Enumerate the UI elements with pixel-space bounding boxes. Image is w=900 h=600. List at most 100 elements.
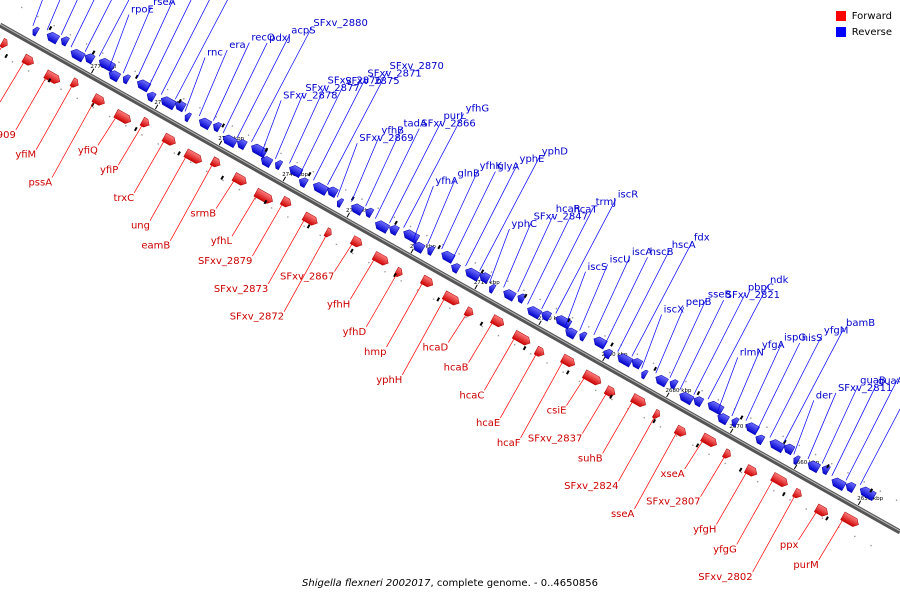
- gene-sfxv-2811-label: SFxv_2811: [838, 383, 892, 394]
- track-dot: [490, 271, 493, 273]
- gene-yfgm-arrow: [769, 439, 786, 454]
- gene-suhb-arrow: [630, 393, 646, 408]
- tick-label: 2710 kbp: [474, 280, 500, 286]
- feature-mark: [306, 224, 311, 229]
- gene-sfxv-2872-label: SFxv_2872: [230, 312, 284, 323]
- tick-label: 2700 kbp: [538, 316, 564, 322]
- track-dot: [675, 435, 678, 437]
- gene-yfgh-arrow: [743, 464, 758, 477]
- track-dot: [312, 170, 315, 173]
- track-dot: [85, 43, 88, 45]
- leader-line: [798, 511, 817, 541]
- leader-line: [267, 219, 305, 285]
- track-dot: [400, 280, 403, 282]
- gene-hcaf-arrow: [560, 353, 576, 368]
- leader-line: [503, 221, 532, 288]
- track-dot: [377, 207, 379, 209]
- track-dot: [425, 234, 428, 237]
- gene-hcat-arrow: [527, 306, 543, 320]
- leader-line: [517, 213, 555, 293]
- gene-iscu-arrow: [579, 331, 588, 342]
- leader-line: [807, 392, 837, 460]
- track-dot: [125, 124, 127, 127]
- track-dot: [611, 398, 613, 401]
- gene-pssa-arrow: [91, 93, 105, 106]
- gene-sfxv-2821-arrow: [679, 391, 695, 406]
- track-dot: [546, 362, 548, 364]
- gene-sfxv-2802-arrow: [792, 487, 802, 499]
- gene-ispg-label: ispG: [784, 333, 806, 344]
- leader-line: [582, 393, 607, 434]
- tick-label: 2680 kbp: [666, 388, 692, 394]
- gene-pbpc-arrow: [693, 396, 705, 408]
- leader-line: [631, 242, 693, 357]
- gene-sfxv-2837-label: SFxv_2837: [528, 434, 582, 445]
- leader-line: [745, 342, 783, 421]
- leader-line: [169, 164, 213, 241]
- track-dot: [539, 298, 541, 301]
- gene-era-label: era: [229, 40, 245, 51]
- gene-glya-label: glyA: [497, 162, 519, 173]
- leader-line: [655, 307, 685, 374]
- gene-lepa-arrow: [160, 96, 177, 111]
- gene-ung-label: ung: [131, 221, 150, 232]
- feature-mark: [4, 53, 9, 59]
- leader-line: [175, 0, 228, 100]
- feature-mark: [177, 151, 181, 156]
- gene-sfxv-2873-label: SFxv_2873: [214, 284, 268, 295]
- track-dot: [652, 362, 655, 365]
- gene-ssea-label: sseA: [611, 509, 635, 520]
- feature-mark: [782, 439, 787, 445]
- gene-yfha-arrow: [413, 241, 426, 254]
- gene-iscx-arrow: [641, 369, 649, 380]
- leader-line: [60, 0, 78, 35]
- gene-bamb-label: bamB: [846, 318, 875, 329]
- leader-line: [46, 0, 61, 31]
- gene-isca-arrow: [593, 336, 608, 350]
- track-dot: [409, 225, 412, 228]
- reverse-swatch: [835, 27, 846, 37]
- tick-label: 2670 kbp: [729, 424, 755, 430]
- gene-yfhk-label: yfhK: [480, 161, 503, 172]
- gene-rsec-label: rseC: [193, 0, 215, 1]
- legend-forward: Forward: [835, 8, 892, 24]
- gene-sfxv-2909-label: SFxv_2909: [0, 130, 16, 141]
- gene-lepb-arrow: [175, 100, 187, 113]
- leader-line: [349, 259, 375, 300]
- leader-line: [365, 274, 397, 328]
- tick-mark: [857, 500, 862, 506]
- gene-sfxv-2879-label: SFxv_2879: [198, 256, 252, 267]
- leader-line: [700, 456, 725, 497]
- gene-iscr-label: iscR: [618, 189, 638, 200]
- leader-line: [679, 299, 724, 391]
- track-dot: [555, 307, 558, 310]
- tick-mark: [346, 212, 350, 218]
- track-dot: [830, 462, 833, 465]
- gene-rpoe-label: rpoE: [131, 5, 154, 16]
- feature-mark: [436, 297, 441, 302]
- leader-line: [451, 171, 496, 262]
- gene-sfxv-2804-arrow: [845, 482, 857, 494]
- track-dot: [594, 389, 597, 392]
- gene-guaa-arrow: [831, 477, 847, 491]
- track-dot: [60, 88, 62, 91]
- tick-mark: [410, 248, 414, 254]
- track-dot: [368, 261, 370, 264]
- gene-suhb-label: suhB: [578, 453, 603, 464]
- track-dot: [740, 471, 743, 474]
- track-dot: [344, 189, 347, 191]
- track-dot: [465, 316, 467, 319]
- legend-reverse-label: Reverse: [851, 26, 892, 38]
- track-dot: [756, 480, 759, 483]
- leader-line: [117, 125, 143, 166]
- tick-mark: [602, 356, 606, 362]
- gene-sfxv-2811-arrow: [807, 460, 821, 474]
- gene-yfga-arrow: [731, 417, 740, 428]
- feature-mark: [349, 248, 354, 253]
- feature-mark: [609, 394, 613, 399]
- gene-yfgg-label: yfgG: [713, 544, 737, 555]
- feature-mark: [566, 317, 571, 323]
- gene-yphe-label: yphE: [520, 154, 545, 165]
- track-dot: [659, 426, 662, 428]
- track-dot: [108, 115, 111, 118]
